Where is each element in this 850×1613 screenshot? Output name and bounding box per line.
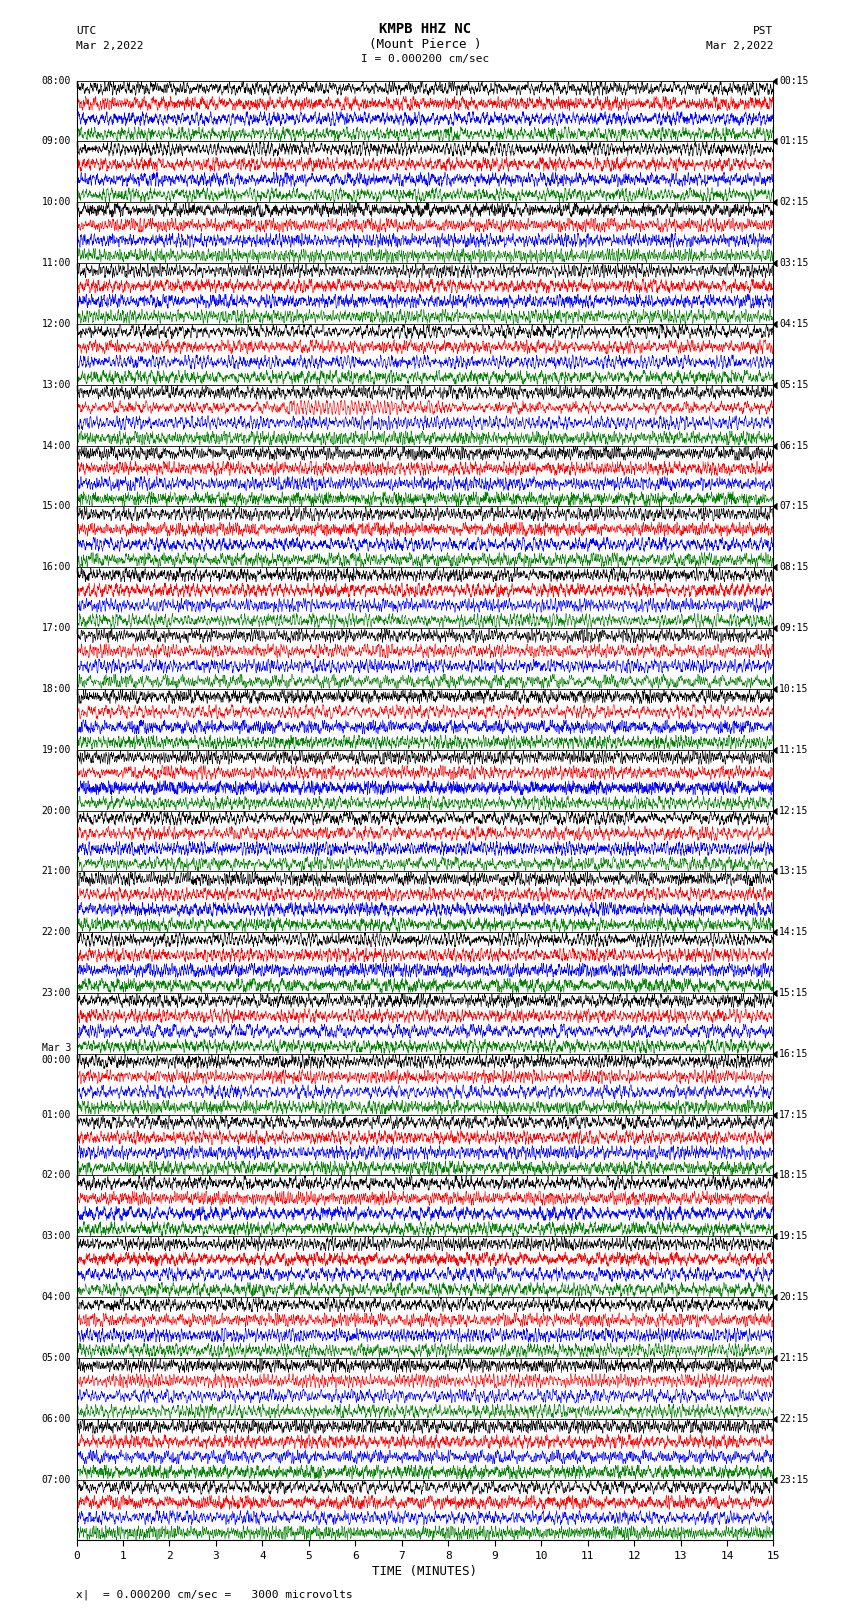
Text: 05:15: 05:15 [779, 379, 808, 390]
Text: Mar 3
00:00: Mar 3 00:00 [42, 1044, 71, 1065]
Text: 08:00: 08:00 [42, 76, 71, 85]
Text: 07:00: 07:00 [42, 1474, 71, 1484]
Text: 19:00: 19:00 [42, 745, 71, 755]
Text: 13:00: 13:00 [42, 379, 71, 390]
Text: 04:15: 04:15 [779, 319, 808, 329]
Text: 19:15: 19:15 [779, 1231, 808, 1242]
Text: 01:15: 01:15 [779, 137, 808, 147]
Text: 08:15: 08:15 [779, 563, 808, 573]
Text: 05:00: 05:00 [42, 1353, 71, 1363]
Text: 03:15: 03:15 [779, 258, 808, 268]
Text: 17:15: 17:15 [779, 1110, 808, 1119]
Text: 22:00: 22:00 [42, 927, 71, 937]
Text: Mar 2,2022: Mar 2,2022 [706, 40, 774, 50]
Text: 01:00: 01:00 [42, 1110, 71, 1119]
Text: 14:00: 14:00 [42, 440, 71, 450]
Text: 20:00: 20:00 [42, 805, 71, 816]
Text: 09:00: 09:00 [42, 137, 71, 147]
Text: 02:15: 02:15 [779, 197, 808, 208]
Text: 21:00: 21:00 [42, 866, 71, 876]
Text: 18:00: 18:00 [42, 684, 71, 694]
Text: 06:00: 06:00 [42, 1413, 71, 1424]
Text: 14:15: 14:15 [779, 927, 808, 937]
Text: 06:15: 06:15 [779, 440, 808, 450]
Text: x|  = 0.000200 cm/sec =   3000 microvolts: x| = 0.000200 cm/sec = 3000 microvolts [76, 1589, 354, 1600]
Text: KMPB HHZ NC: KMPB HHZ NC [379, 23, 471, 37]
Text: PST: PST [753, 26, 774, 37]
Text: I = 0.000200 cm/sec: I = 0.000200 cm/sec [361, 53, 489, 65]
Text: 20:15: 20:15 [779, 1292, 808, 1302]
Text: 16:00: 16:00 [42, 563, 71, 573]
Text: UTC: UTC [76, 26, 97, 37]
Text: 10:00: 10:00 [42, 197, 71, 208]
Text: 02:00: 02:00 [42, 1171, 71, 1181]
Text: 09:15: 09:15 [779, 623, 808, 632]
Text: 23:15: 23:15 [779, 1474, 808, 1484]
Text: (Mount Pierce ): (Mount Pierce ) [369, 37, 481, 50]
Text: 17:00: 17:00 [42, 623, 71, 632]
Text: 21:15: 21:15 [779, 1353, 808, 1363]
Text: 13:15: 13:15 [779, 866, 808, 876]
X-axis label: TIME (MINUTES): TIME (MINUTES) [372, 1565, 478, 1578]
Text: 07:15: 07:15 [779, 502, 808, 511]
Text: 15:15: 15:15 [779, 989, 808, 998]
Text: 12:15: 12:15 [779, 805, 808, 816]
Text: 15:00: 15:00 [42, 502, 71, 511]
Text: Mar 2,2022: Mar 2,2022 [76, 40, 144, 50]
Text: 16:15: 16:15 [779, 1048, 808, 1058]
Text: 10:15: 10:15 [779, 684, 808, 694]
Text: 23:00: 23:00 [42, 989, 71, 998]
Text: 22:15: 22:15 [779, 1413, 808, 1424]
Text: 11:00: 11:00 [42, 258, 71, 268]
Text: 00:15: 00:15 [779, 76, 808, 85]
Text: 18:15: 18:15 [779, 1171, 808, 1181]
Text: 04:00: 04:00 [42, 1292, 71, 1302]
Text: 11:15: 11:15 [779, 745, 808, 755]
Text: 03:00: 03:00 [42, 1231, 71, 1242]
Text: 12:00: 12:00 [42, 319, 71, 329]
